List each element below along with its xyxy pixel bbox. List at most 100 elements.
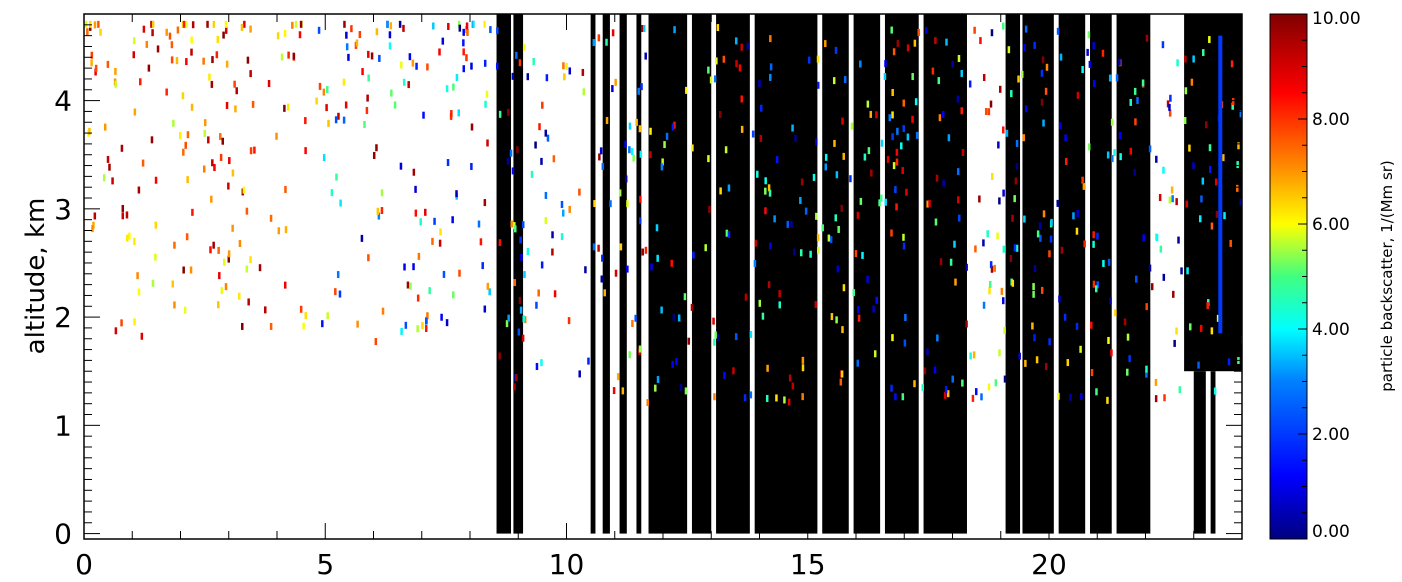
backscatter-pixel: [231, 224, 234, 232]
backscatter-pixel: [1150, 283, 1154, 291]
backscatter-pixel: [1101, 49, 1105, 57]
backscatter-pixel: [957, 54, 961, 62]
backscatter-pixel: [150, 136, 154, 144]
backscatter-pixel: [438, 239, 442, 247]
backscatter-pixel: [1000, 287, 1004, 295]
backscatter-pixel: [1040, 69, 1044, 77]
backscatter-pixel: [154, 176, 158, 184]
backscatter-pixel: [403, 263, 406, 271]
backscatter-pixel: [240, 23, 244, 31]
backscatter-pixel: [756, 170, 759, 178]
backscatter-pixel: [1066, 359, 1070, 367]
backscatter-pixel: [727, 184, 731, 192]
backscatter-pixel: [1050, 218, 1053, 226]
backscatter-pixel: [938, 114, 942, 122]
backscatter-pixel: [861, 251, 864, 259]
backscatter-pixel: [486, 282, 490, 290]
backscatter-pixel: [1175, 198, 1178, 206]
plot-area: [84, 14, 1242, 539]
backscatter-pixel: [1048, 338, 1051, 346]
backscatter-pixel: [875, 296, 879, 304]
backscatter-pixel: [749, 330, 753, 338]
backscatter-pixel: [132, 51, 136, 59]
backscatter-pixel: [883, 72, 887, 80]
backscatter-pixel: [1035, 356, 1039, 364]
backscatter-pixel: [171, 280, 174, 288]
backscatter-pixel: [1090, 321, 1093, 329]
backscatter-pixel: [466, 28, 469, 36]
backscatter-pixel: [151, 20, 155, 28]
backscatter-pixel: [769, 63, 773, 71]
backscatter-pixel: [786, 220, 789, 228]
backscatter-pixel: [837, 225, 840, 233]
backscatter-pixel: [267, 80, 271, 88]
backscatter-pixel: [673, 26, 676, 34]
backscatter-pixel: [800, 178, 804, 186]
backscatter-pixel: [1013, 244, 1017, 252]
backscatter-pixel: [1109, 297, 1112, 305]
backscatter-pixel: [1090, 369, 1094, 377]
backscatter-pixel: [946, 390, 950, 398]
backscatter-pixel: [641, 248, 645, 256]
backscatter-pixel: [1175, 327, 1178, 335]
backscatter-pixel: [544, 129, 548, 137]
backscatter-pixel: [1118, 58, 1121, 66]
backscatter-pixel: [498, 352, 501, 360]
backscatter-pixel: [388, 31, 392, 39]
backscatter-pixel: [1018, 352, 1021, 360]
backscatter-pixel: [326, 86, 329, 94]
backscatter-pixel: [638, 125, 642, 133]
backscatter-pixel: [988, 287, 991, 295]
backscatter-pixel: [562, 62, 565, 70]
backscatter-pixel: [125, 211, 129, 219]
backscatter-pixel: [1036, 230, 1040, 238]
backscatter-pixel: [973, 26, 976, 34]
backscatter-pixel: [994, 379, 998, 387]
backscatter-pixel: [1087, 31, 1091, 39]
backscatter-pixel: [961, 379, 964, 387]
backscatter-pixel: [638, 217, 642, 225]
backscatter-pixel: [464, 26, 468, 34]
backscatter-pixel: [1087, 143, 1091, 151]
backscatter-pixel: [875, 111, 878, 119]
backscatter-pixel: [540, 261, 544, 269]
backscatter-pixel: [88, 127, 91, 135]
backscatter-pixel: [515, 374, 518, 382]
backscatter-pixel: [334, 288, 337, 296]
backscatter-pixel: [511, 167, 515, 175]
backscatter-pixel: [913, 39, 917, 47]
backscatter-pixel: [587, 357, 590, 365]
backscatter-pixel: [684, 387, 688, 395]
backscatter-pixel: [768, 189, 772, 197]
backscatter-pixel: [1042, 210, 1046, 218]
backscatter-pixel: [998, 349, 1001, 357]
backscatter-pixel: [937, 77, 941, 85]
backscatter-pixel: [766, 364, 769, 372]
backscatter-pixel: [915, 131, 919, 139]
backscatter-pixel: [345, 31, 348, 39]
backscatter-pixel: [1129, 147, 1133, 155]
backscatter-pixel: [1161, 41, 1165, 49]
backscatter-pixel: [679, 383, 683, 391]
backscatter-pixel: [1113, 149, 1116, 157]
backscatter-pixel: [778, 301, 781, 309]
backscatter-pixel: [840, 370, 844, 378]
backscatter-pixel: [175, 57, 179, 65]
backscatter-pixel: [1216, 314, 1220, 322]
backscatter-pixel: [315, 97, 318, 105]
backscatter-pixel: [179, 132, 182, 140]
backscatter-pixel: [839, 378, 843, 386]
backscatter-pixel: [218, 272, 221, 280]
backscatter-pixel: [998, 85, 1002, 93]
backscatter-pixel: [1031, 322, 1034, 330]
backscatter-pixel: [637, 87, 640, 95]
backscatter-pixel: [253, 146, 256, 154]
backscatter-pixel: [628, 146, 631, 154]
backscatter-pixel: [1003, 375, 1007, 383]
backscatter-pixel: [510, 220, 513, 228]
backscatter-pixel: [1002, 126, 1005, 134]
backscatter-pixel: [304, 312, 308, 320]
backscatter-pixel: [997, 141, 1000, 149]
backscatter-pixel: [870, 169, 873, 177]
backscatter-pixel: [1075, 322, 1079, 330]
